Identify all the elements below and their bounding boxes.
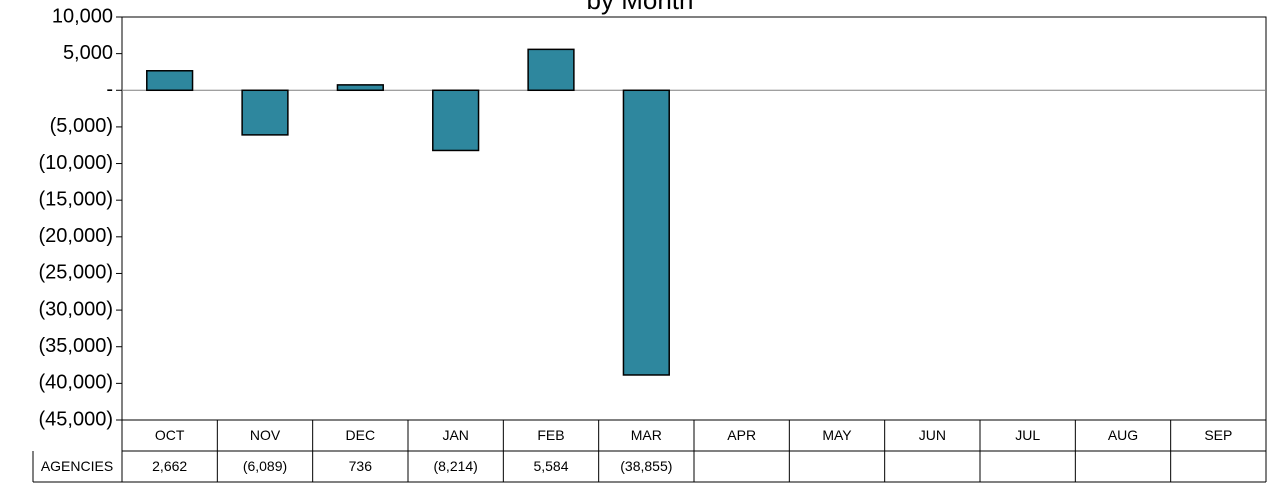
bar (622, 89, 670, 376)
plot-border (121, 16, 1267, 421)
data-label: (8,214) (433, 458, 477, 474)
data-label: (38,855) (620, 458, 672, 474)
y-tick-label: (5,000) (50, 115, 113, 137)
y-tick-label: 5,000 (63, 42, 113, 64)
y-tick-label: 10,000 (52, 5, 113, 27)
bar (432, 89, 480, 152)
data-label: (6,089) (243, 458, 287, 474)
y-tick-label: (20,000) (39, 225, 114, 247)
bar (146, 70, 194, 92)
x-tick-label: NOV (250, 427, 281, 443)
x-tick-label: JAN (442, 427, 468, 443)
y-tick-label: (10,000) (39, 152, 114, 174)
bar (527, 48, 575, 92)
x-tick-label: SEP (1204, 427, 1232, 443)
x-tick-label: FEB (537, 427, 564, 443)
data-label: 2,662 (152, 458, 187, 474)
x-tick-label: MAR (631, 427, 662, 443)
x-tick-label: AUG (1108, 427, 1138, 443)
x-tick-label: MAY (822, 427, 852, 443)
x-tick-label: OCT (155, 427, 185, 443)
y-tick-label: (45,000) (39, 408, 114, 430)
y-tick-label: (25,000) (39, 262, 114, 284)
x-tick-label: JUN (919, 427, 946, 443)
data-label: 736 (349, 458, 373, 474)
y-tick-label: (15,000) (39, 188, 114, 210)
data-label: 5,584 (533, 458, 568, 474)
x-tick-label: JUL (1015, 427, 1040, 443)
chart-title: by Month (587, 0, 694, 15)
bar (336, 84, 384, 92)
bar (241, 89, 289, 136)
y-tick-label: (30,000) (39, 298, 114, 320)
x-tick-label: APR (727, 427, 756, 443)
x-tick-label: DEC (346, 427, 376, 443)
legend-label: AGENCIES (41, 458, 113, 474)
y-tick-label: - (106, 79, 113, 101)
y-tick-label: (35,000) (39, 335, 114, 357)
y-tick-label: (40,000) (39, 372, 114, 394)
